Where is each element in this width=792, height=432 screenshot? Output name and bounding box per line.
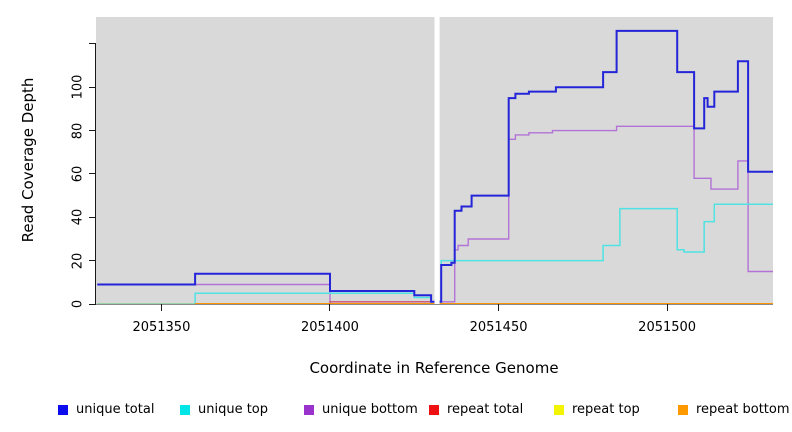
y-tick: [89, 303, 96, 305]
coverage-lines: [97, 17, 773, 304]
legend-label: repeat top: [572, 402, 640, 417]
y-tick: [89, 86, 96, 88]
y-tick-label: 40: [70, 209, 86, 226]
plot-panel: [96, 17, 773, 304]
x-tick: [329, 304, 331, 311]
y-tick-label: 80: [70, 122, 86, 139]
legend-label: repeat bottom: [696, 402, 790, 417]
x-tick: [498, 304, 500, 311]
x-tick: [160, 304, 162, 311]
legend-item-repeat-bottom: repeat bottom: [678, 403, 790, 417]
x-tick: [666, 304, 668, 311]
legend-swatch: [554, 405, 564, 415]
legend-label: unique bottom: [322, 402, 418, 417]
legend-label: unique total: [76, 402, 155, 417]
legend-swatch: [429, 405, 439, 415]
legend-item-unique-bottom: unique bottom: [304, 403, 418, 417]
legend-label: unique top: [198, 402, 269, 417]
coverage-gap-band: [434, 17, 440, 304]
x-axis-title: Coordinate in Reference Genome: [309, 359, 559, 377]
x-tick-label: 2051350: [132, 320, 191, 335]
y-tick-label: 60: [70, 165, 86, 183]
y-tick: [89, 130, 96, 132]
legend-swatch: [58, 405, 68, 415]
y-axis-title: Read Coverage Depth: [19, 77, 37, 243]
y-tick-label: 20: [70, 252, 86, 269]
legend-item-unique-total: unique total: [58, 403, 154, 417]
x-tick-label: 2051450: [469, 320, 528, 335]
legend-item-repeat-top: repeat top: [554, 403, 640, 417]
y-tick-label: 0: [70, 299, 86, 309]
series-unique_total-line: [97, 29, 773, 303]
x-tick-label: 2051500: [638, 320, 697, 335]
y-tick: [89, 216, 96, 218]
legend-swatch: [678, 405, 688, 415]
series-repeat_total-line: [97, 301, 773, 304]
series-unique_bottom-line: [97, 125, 773, 303]
x-tick-label: 2051400: [301, 320, 359, 335]
legend-swatch: [304, 405, 314, 415]
y-tick: [89, 260, 96, 262]
x-axis-line: [96, 304, 773, 305]
y-tick: [89, 43, 96, 45]
legend-item-repeat-total: repeat total: [429, 403, 523, 417]
y-tick: [89, 173, 96, 175]
legend-label: repeat total: [447, 402, 524, 417]
y-tick-label: 100: [70, 74, 86, 100]
legend-swatch: [180, 405, 190, 415]
legend-item-unique-top: unique top: [180, 403, 268, 417]
